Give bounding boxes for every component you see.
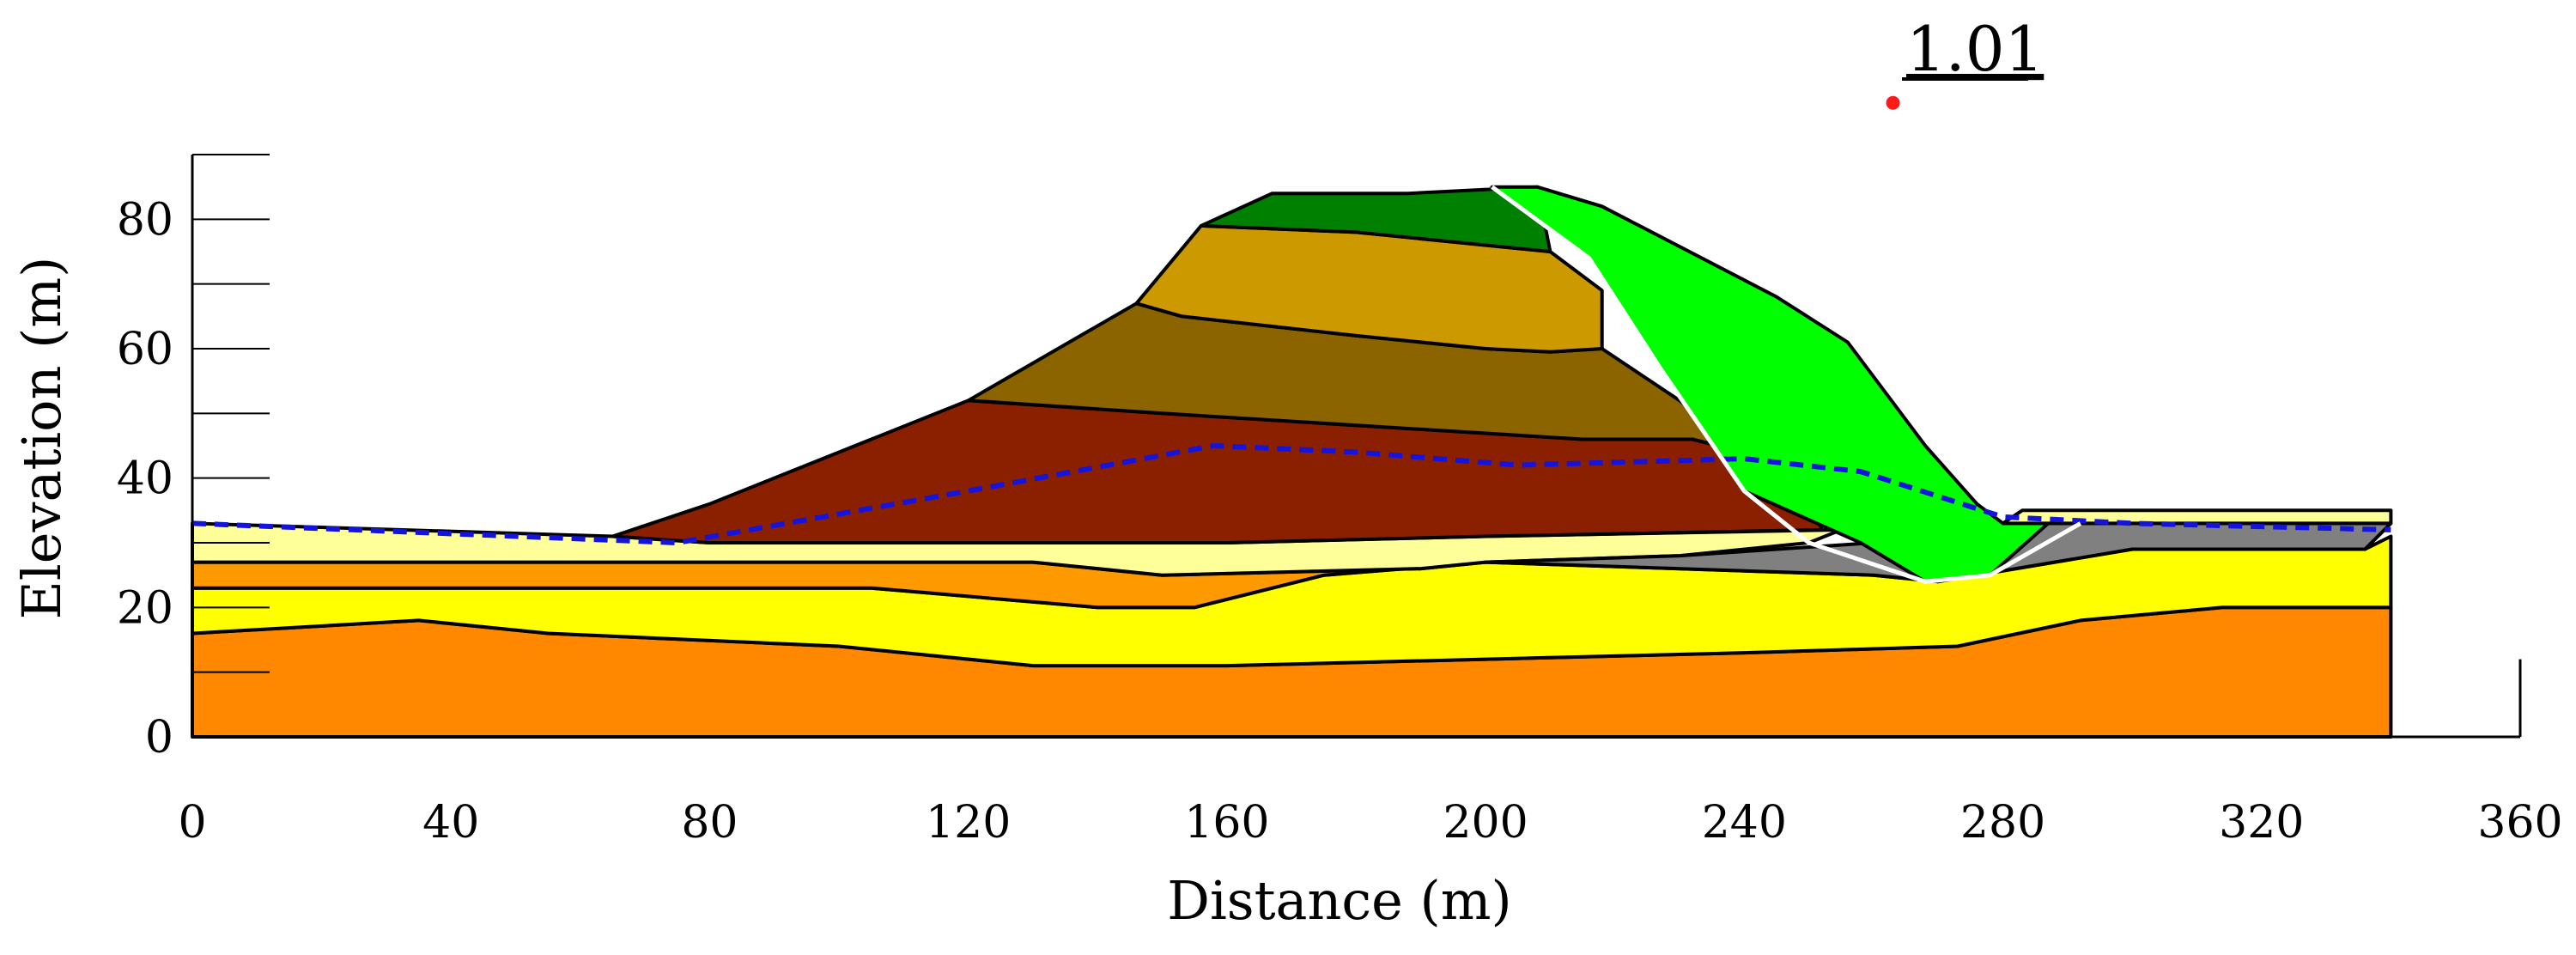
x-tick-label: 160 xyxy=(1184,797,1269,849)
phreatic-group xyxy=(191,442,2391,546)
x-tick-label: 200 xyxy=(1443,797,1528,849)
y-tick-label: 0 xyxy=(145,712,173,763)
slip-group xyxy=(1491,185,2082,584)
y-tick-label: 40 xyxy=(117,453,173,505)
x-tick-label: 40 xyxy=(422,797,479,849)
x-tick-label: 240 xyxy=(1702,797,1787,849)
failure-center-marker xyxy=(1886,95,1900,110)
x-tick-label: 80 xyxy=(681,797,738,849)
layers-group xyxy=(191,185,2393,739)
x-tick-label: 320 xyxy=(2219,797,2304,849)
x-tick-label: 0 xyxy=(178,797,206,849)
y-axis-title: Elevation (m) xyxy=(10,257,73,620)
phreatic-line xyxy=(191,442,2391,546)
x-tick-label: 120 xyxy=(926,797,1011,849)
y-tick-label: 20 xyxy=(117,582,173,634)
y-tick-label: 60 xyxy=(117,324,173,375)
x-axis-title: Distance (m) xyxy=(1167,869,1511,932)
y-tick-label: 80 xyxy=(117,194,173,246)
x-tick-label: 360 xyxy=(2477,797,2562,849)
x-tick-label: 280 xyxy=(1960,797,2045,849)
slip-surface xyxy=(1491,185,2082,584)
axes-group xyxy=(191,155,2522,739)
factor-of-safety-label: 1.01 xyxy=(1906,13,2044,85)
ticks-group: 0 20 40 60 80 0 40 80 120 160 200 240 280 320 360 xyxy=(117,154,2563,849)
